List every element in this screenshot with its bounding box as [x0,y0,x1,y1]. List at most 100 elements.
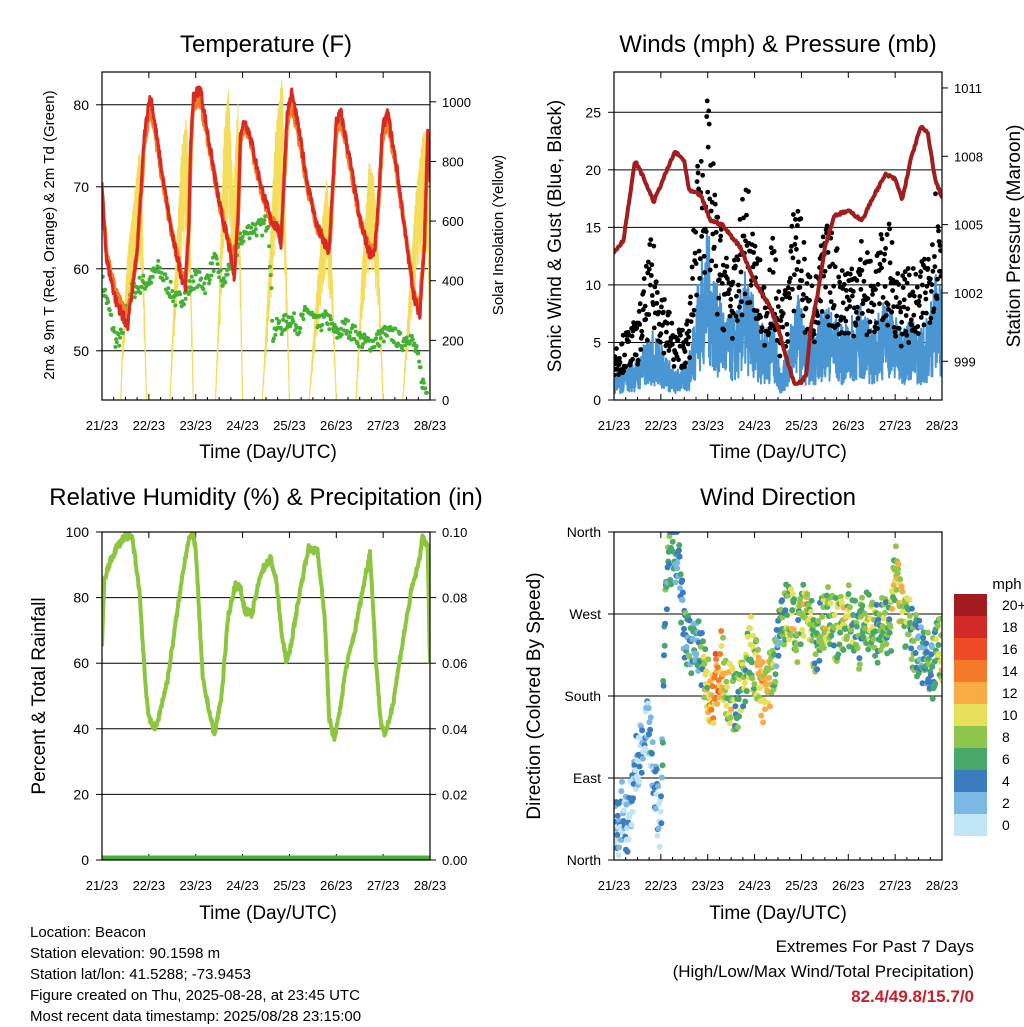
gust-point [937,243,942,248]
direction-point [735,696,742,703]
gust-point [900,273,906,279]
dewpoint-point [339,332,344,337]
direction-point [659,739,666,746]
direction-point [672,579,679,586]
direction-point [669,538,676,545]
gust-point [767,267,773,273]
direction-point [718,643,725,649]
direction-point [937,615,942,622]
direction-point [936,650,942,657]
gust-point [841,282,847,287]
rh-y-label: 100 [66,524,90,540]
direction-point [848,626,854,633]
gust-point [704,98,710,104]
colorbar-swatch [954,726,987,748]
direction-point [810,617,817,623]
x-tick-label: 25/23 [273,878,306,893]
direction-point [727,720,733,727]
direction-point [804,591,811,598]
dewpoint-point [117,343,122,348]
gust-point [899,319,905,325]
gust-point [872,329,877,335]
gust-point [695,163,700,169]
dewpoint-point [361,336,366,340]
dewpoint-point [210,261,215,266]
x-tick-label: 26/23 [320,418,353,433]
humidity-xlabel: Time (Day/UTC) [199,903,337,924]
gust-point [758,329,764,334]
dewpoint-point [284,319,289,324]
gust-point [880,295,886,300]
dewpoint-point [183,296,188,301]
gust-point [733,263,738,269]
direction-point [876,611,883,618]
gust-point [739,299,744,305]
dewpoint-point [161,278,166,283]
gust-point [669,320,675,326]
gust-point [724,255,729,261]
direction-point [756,685,763,692]
dewpoint-point [335,335,340,340]
gust-point [735,257,741,263]
solar-y-label: 600 [442,214,464,229]
dewpoint-point [339,326,343,331]
gust-point [800,313,806,319]
direction-point [865,591,872,598]
dewpoint-point [331,326,336,331]
dewpoint-point [261,221,266,226]
gust-point [789,223,795,229]
gust-point [834,313,840,319]
direction-point [710,715,717,722]
gust-point [932,264,938,270]
direction-point [780,641,787,648]
dewpoint-point [281,317,286,322]
direction-point [928,651,935,658]
x-tick-label: 27/23 [367,878,400,893]
dewpoint-point [291,319,296,324]
direction-point [816,657,823,664]
gust-point [619,341,625,347]
gust-point [692,250,698,256]
dewpoint-point [121,331,126,335]
gust-point [614,346,619,351]
gust-point [704,114,710,119]
direction-point [656,843,663,850]
gust-point [786,291,792,296]
dewpoint-point [135,286,140,290]
direction-xlabel: Time (Day/UTC) [709,903,847,924]
dewpoint-point [317,313,322,318]
gust-point [883,246,888,251]
wind-speed-line [614,233,942,395]
gust-point [653,279,659,285]
direction-y-label: North [567,524,601,540]
direction-point [859,602,866,609]
gust-point [693,229,698,235]
gust-point [662,297,667,302]
gust-point [738,269,744,275]
gust-point [879,265,884,271]
dewpoint-point [412,341,417,346]
gust-point [938,248,942,253]
gust-point [787,295,793,301]
gust-point [850,289,856,294]
direction-point [666,561,673,568]
x-tick-label: 28/23 [926,418,959,433]
dewpoint-point [374,332,379,337]
direction-point [805,602,812,608]
dewpoint-point [249,225,254,230]
dewpoint-point [360,345,365,350]
direction-point [874,659,881,666]
gust-point [703,229,709,235]
humidity-panel: Relative Humidity (%) & Precipitation (i… [29,484,483,924]
direction-point [779,597,786,604]
colorbar-title: mph [992,576,1021,593]
dewpoint-point [410,337,415,342]
dewpoint-point [113,345,118,349]
direction-point [723,702,730,709]
gust-point [770,235,776,241]
dewpoint-point [426,402,430,406]
wind-y-label: 15 [585,219,601,235]
direction-point [893,586,900,593]
direction-point [679,589,686,596]
direction-point [938,667,942,674]
